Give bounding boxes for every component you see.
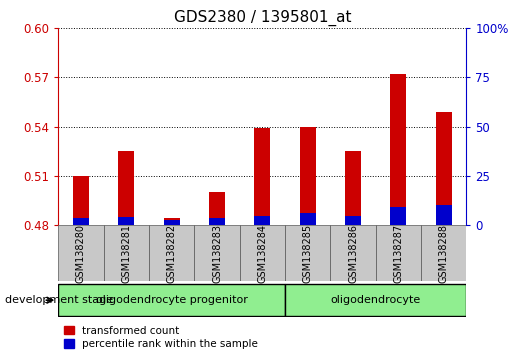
Bar (254, 216, 270, 225)
Legend: transformed count, percentile rank within the sample: transformed count, percentile rank withi… (64, 326, 258, 349)
Bar (285, 284, 466, 316)
Bar (240, 225, 285, 281)
Text: GSM138282: GSM138282 (166, 223, 176, 283)
Text: oligodendrocyte: oligodendrocyte (331, 295, 421, 305)
Text: GSM138284: GSM138284 (258, 224, 267, 282)
Bar (58, 284, 285, 316)
Bar (209, 192, 225, 225)
Bar (149, 225, 195, 281)
Bar (164, 220, 180, 225)
Bar (421, 225, 466, 281)
Bar (330, 225, 376, 281)
Bar (254, 128, 270, 225)
Text: GSM138281: GSM138281 (121, 224, 131, 282)
Title: GDS2380 / 1395801_at: GDS2380 / 1395801_at (174, 9, 351, 25)
Bar (164, 218, 180, 225)
Bar (376, 225, 421, 281)
Bar (118, 151, 134, 225)
Bar (391, 74, 407, 225)
Bar (209, 218, 225, 225)
Bar (300, 213, 316, 225)
Text: GSM138287: GSM138287 (393, 223, 403, 283)
Text: GSM138286: GSM138286 (348, 224, 358, 282)
Bar (300, 126, 316, 225)
Text: oligodendrocyte progenitor: oligodendrocyte progenitor (96, 295, 248, 305)
Bar (391, 207, 407, 225)
Text: development stage: development stage (5, 295, 113, 305)
Bar (436, 112, 452, 225)
Bar (73, 218, 89, 225)
Bar (436, 205, 452, 225)
Text: GSM138285: GSM138285 (303, 223, 313, 283)
Text: GSM138288: GSM138288 (439, 224, 449, 282)
Bar (285, 225, 330, 281)
Bar (73, 176, 89, 225)
Bar (195, 225, 240, 281)
Bar (345, 151, 361, 225)
Bar (118, 217, 134, 225)
Bar (345, 216, 361, 225)
Text: GSM138280: GSM138280 (76, 224, 86, 282)
Bar (58, 225, 104, 281)
Text: GSM138283: GSM138283 (212, 224, 222, 282)
Bar (104, 225, 149, 281)
